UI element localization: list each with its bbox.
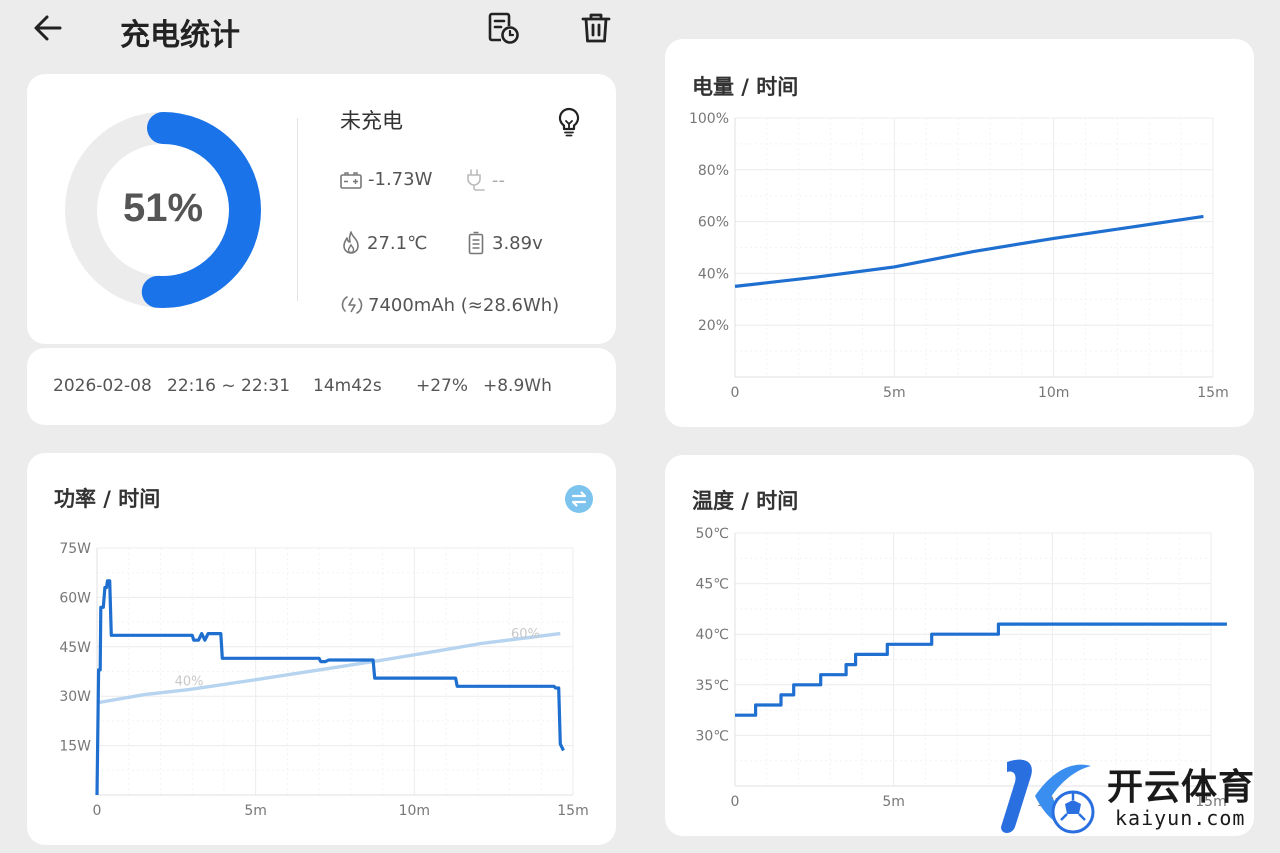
y-tick-label: 35℃ — [695, 678, 729, 694]
switch-chart-button[interactable] — [564, 484, 594, 514]
annotation-label: 60% — [511, 627, 540, 642]
x-tick-label: 15m — [1197, 385, 1228, 401]
y-tick-label: 15W — [59, 739, 91, 755]
watermark-domain: kaiyun.com — [1115, 806, 1246, 830]
battery-level-chart-title: 电量 / 时间 — [692, 75, 799, 99]
trash-icon — [581, 13, 611, 43]
series-line — [734, 214, 1204, 288]
power-chart-title: 功率 / 时间 — [54, 487, 161, 511]
flame-icon — [343, 231, 359, 254]
battery-ring — [65, 112, 261, 308]
x-tick-label: 15m — [1195, 794, 1226, 810]
power-chart-card: 功率 / 时间 75W 60W 45W 30W 15W 0 5m 10m 15m 40% 60% — [27, 453, 616, 845]
battery-health-icon — [341, 296, 363, 314]
swap-icon — [565, 485, 593, 513]
capacity-row: 7400mAh (≈28.6Wh) — [340, 293, 559, 317]
session-percent-change: +27% — [416, 376, 469, 396]
y-tick-label: 30℃ — [695, 728, 729, 744]
y-tick-label: 80% — [698, 163, 729, 179]
capacity-value: 7400mAh (≈28.6Wh) — [368, 294, 560, 316]
y-tick-label: 30W — [59, 689, 91, 705]
temperature-chart-card: 温度 / 时间 50℃45℃40℃35℃30℃05m10m15m — [665, 455, 1254, 836]
back-button[interactable] — [28, 10, 68, 46]
session-card: 2026-02-08 22:16 ~ 22:31 14m42s +27% +8.… — [27, 348, 616, 425]
power-row: -1.73W — [340, 169, 432, 190]
delete-button[interactable] — [578, 10, 614, 46]
plug-icon — [467, 169, 485, 191]
x-tick-label: 0 — [731, 794, 740, 810]
y-tick-label: 60W — [59, 590, 91, 606]
x-tick-label: 0 — [731, 385, 740, 401]
session-date: 2026-02-08 — [53, 376, 152, 396]
annotation-label: 40% — [175, 675, 204, 690]
y-tick-label: 45W — [59, 640, 91, 656]
temperature-chart: 50℃45℃40℃35℃30℃05m10m15m — [695, 526, 1227, 810]
watermark-logo: 开云体育 kaiyun.com — [995, 752, 1270, 837]
x-tick-label: 15m — [557, 803, 588, 819]
battery-icon — [340, 171, 362, 189]
x-tick-label: 0 — [93, 803, 102, 819]
kaiyun-k-logo-icon — [1001, 759, 1095, 834]
x-tick-label: 5m — [244, 803, 267, 819]
document-clock-icon — [488, 12, 519, 44]
y-tick-label: 100% — [689, 111, 729, 127]
battery-ring-fill — [65, 112, 261, 308]
charger-row: -- — [464, 169, 505, 191]
session-time-range: 22:16 ~ 22:31 — [167, 376, 291, 396]
battery-summary-card: 51% 未充电 -1.73W -- 27.1℃ 3.89v — [27, 74, 616, 344]
series-line — [95, 579, 565, 796]
battery-level-chart-card: 电量 / 时间 100% 80% 60% 40% 20% 0 5m 10m 15m — [665, 39, 1254, 427]
voltage-value: 3.89v — [492, 232, 543, 254]
series-line — [96, 631, 561, 705]
x-tick-label: 5m — [882, 794, 905, 810]
temperature-chart-title: 温度 / 时间 — [692, 489, 799, 513]
battery-level-chart: 100% 80% 60% 40% 20% 0 5m 10m 15m — [689, 111, 1229, 401]
temperature-row: 27.1℃ — [340, 231, 427, 255]
power-chart: 75W 60W 45W 30W 15W 0 5m 10m 15m 40% 60% — [59, 541, 588, 819]
tips-button[interactable] — [553, 106, 585, 138]
series-line — [735, 622, 1227, 717]
lightbulb-icon — [558, 107, 580, 137]
session-energy-change: +8.9Wh — [483, 376, 552, 396]
history-button[interactable] — [485, 10, 521, 46]
charging-status: 未充电 — [340, 109, 403, 133]
arrow-left-icon — [34, 15, 62, 41]
session-duration: 14m42s — [313, 376, 382, 396]
y-tick-label: 40℃ — [695, 627, 729, 643]
divider — [297, 118, 298, 301]
y-tick-label: 40% — [698, 266, 729, 282]
battery-vertical-icon — [468, 231, 484, 255]
y-tick-label: 50℃ — [695, 526, 729, 542]
power-value: -1.73W — [368, 169, 433, 190]
charger-value: -- — [492, 169, 505, 191]
y-tick-label: 75W — [59, 541, 91, 557]
watermark-name: 开云体育 — [1107, 767, 1256, 808]
battery-percent: 51% — [122, 186, 204, 230]
x-tick-label: 10m — [1038, 385, 1069, 401]
x-tick-label: 10m — [399, 803, 430, 819]
y-tick-label: 60% — [698, 215, 729, 231]
page-title: 充电统计 — [120, 18, 240, 53]
voltage-row: 3.89v — [468, 231, 543, 255]
temperature-value: 27.1℃ — [367, 232, 428, 254]
y-tick-label: 20% — [698, 318, 729, 334]
y-tick-label: 45℃ — [695, 577, 729, 593]
x-tick-label: 5m — [883, 385, 906, 401]
